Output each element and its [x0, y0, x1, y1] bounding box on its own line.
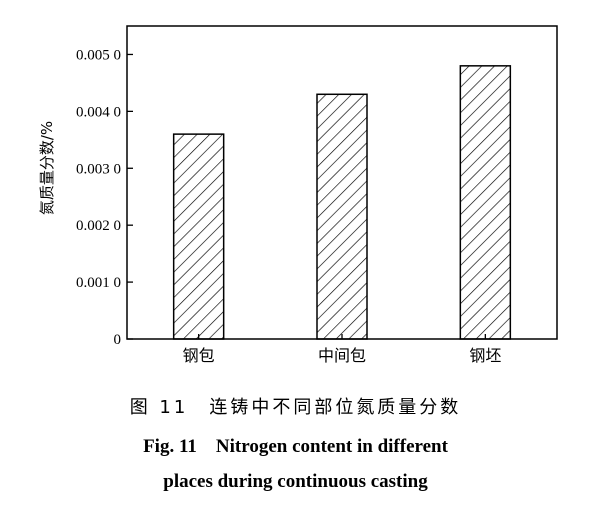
- y-tick-label: 0.005 0: [76, 47, 121, 63]
- bars: [172, 65, 512, 340]
- figure-caption-english-line-1: Fig. 11 Nitrogen content in different: [143, 436, 448, 457]
- bar: [459, 65, 512, 340]
- y-tick-label: 0.004 0: [76, 104, 121, 120]
- x-category-label: 钢坯: [469, 346, 501, 365]
- y-axis: 0 0.001 0 0.002 0 0.003 0 0.004 0 0.005 0: [76, 47, 133, 348]
- y-tick-label: 0.002 0: [76, 218, 121, 234]
- x-axis: 钢包 中间包 钢坯: [183, 334, 501, 365]
- y-axis-label: 氮质量分数/%: [38, 121, 56, 215]
- bar: [316, 93, 368, 340]
- bar: [172, 133, 225, 340]
- y-tick-label: 0: [114, 332, 122, 348]
- x-category-label: 中间包: [318, 346, 366, 365]
- y-tick-label: 0.001 0: [76, 275, 121, 291]
- x-category-label: 钢包: [183, 346, 215, 365]
- y-tick-label: 0.003 0: [76, 161, 121, 177]
- bar-chart: 0 0.001 0 0.002 0 0.003 0 0.004 0 0.005 0 钢包 中…: [38, 25, 558, 365]
- figure-caption-chinese: 图 11 连铸中不同部位氮质量分数: [129, 397, 462, 418]
- figure-caption-english-line-2: places during continuous casting: [163, 471, 428, 492]
